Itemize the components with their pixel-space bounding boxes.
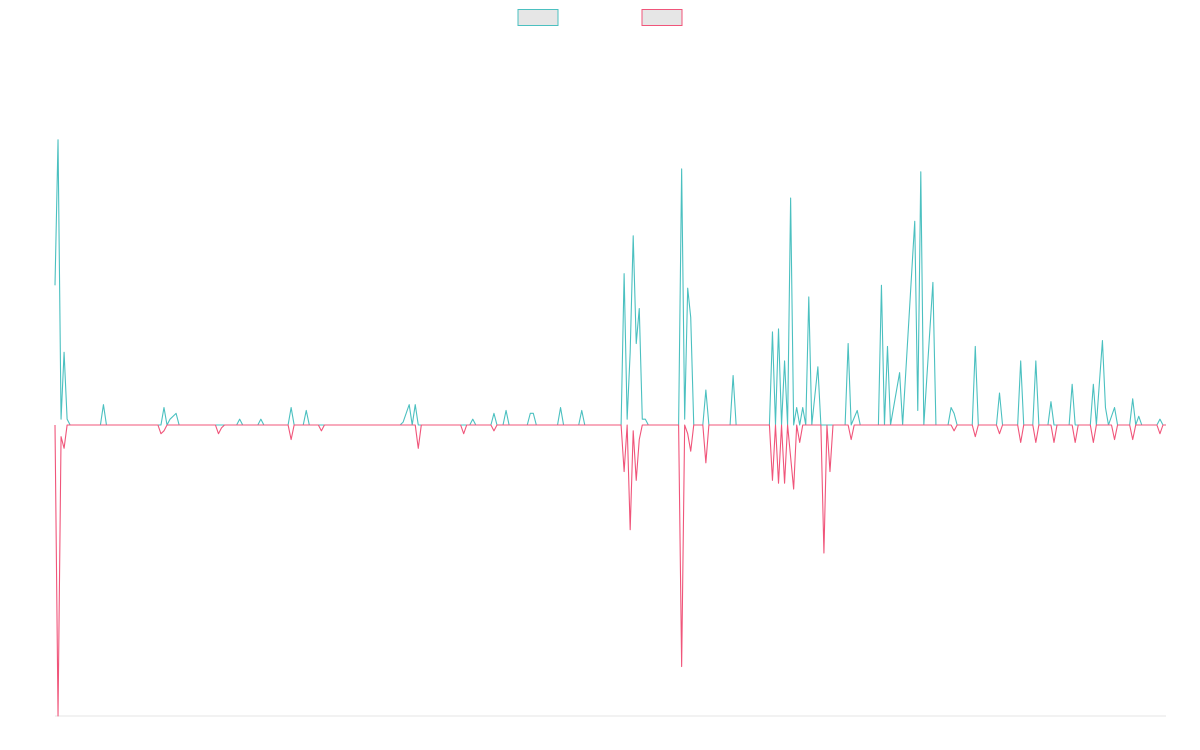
series-line-1: [54, 139, 1166, 426]
series-line-2: [54, 424, 1166, 717]
plot-area: [54, 139, 1166, 717]
legend-item-2[interactable]: [641, 9, 683, 26]
legend: [517, 9, 683, 26]
legend-item-1[interactable]: [517, 9, 559, 26]
legend-swatch-2[interactable]: [641, 9, 683, 26]
legend-swatch-1[interactable]: [517, 9, 559, 26]
